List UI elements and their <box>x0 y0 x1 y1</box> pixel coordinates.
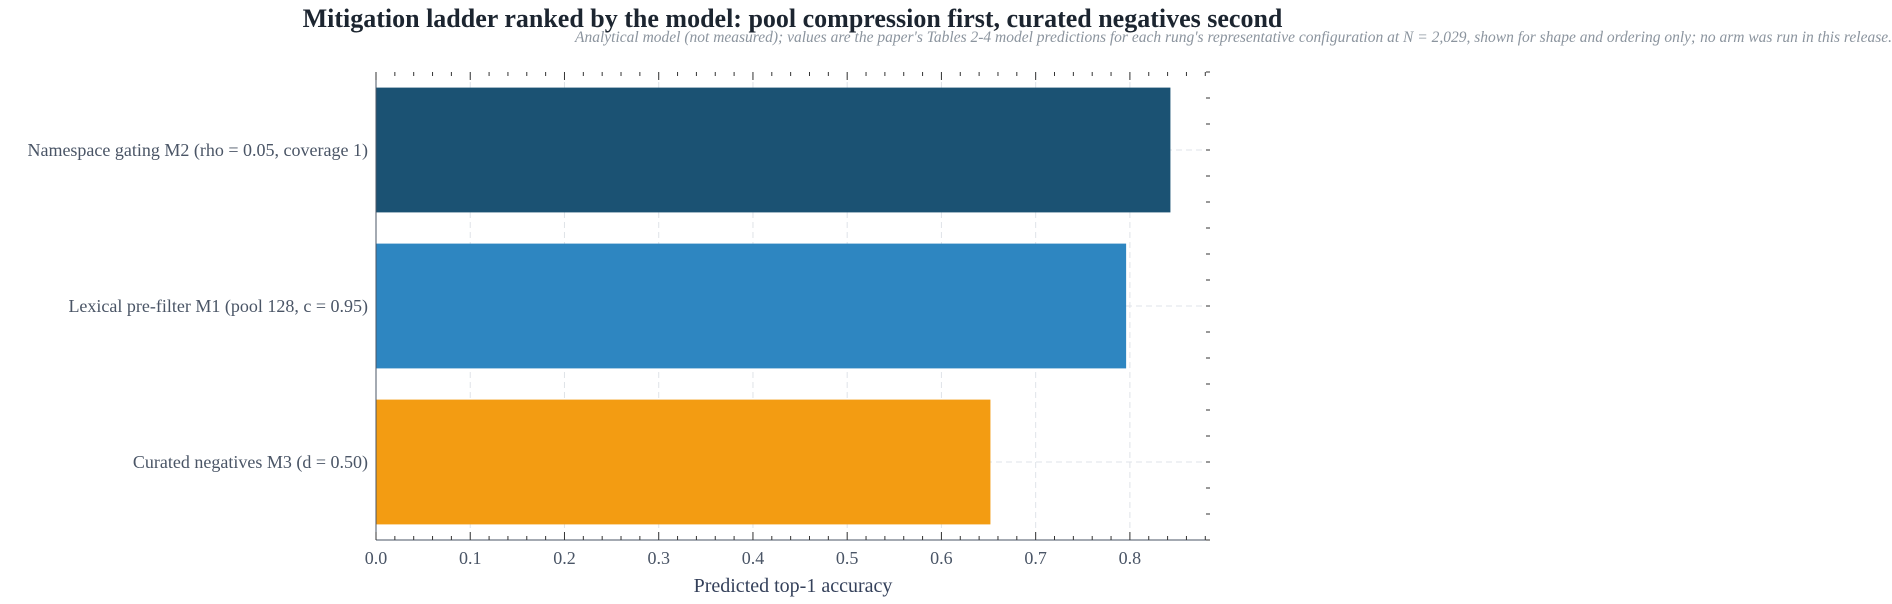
x-tick-label-4: 0.4 <box>742 548 765 568</box>
labels: 0.0 0.1 0.2 0.3 0.4 0.5 0.6 0.7 0.8 Namespace gat… <box>27 140 1141 568</box>
bar-2 <box>376 243 1127 369</box>
category-label-2: Lexical pre-filter M1 (pool 128, c = 0.9… <box>68 296 368 317</box>
category-label-1: Namespace gating M2 (rho = 0.05, coverag… <box>27 140 368 161</box>
x-tick-label-2: 0.2 <box>553 548 576 568</box>
x-tick-label-1: 0.1 <box>459 548 482 568</box>
axes <box>375 71 1210 541</box>
x-tick-label-3: 0.3 <box>647 548 670 568</box>
x-tick-label-5: 0.5 <box>836 548 859 568</box>
x-tick-label-0: 0.0 <box>365 548 388 568</box>
x-tick-label-6: 0.6 <box>930 548 953 568</box>
bar-1 <box>376 87 1171 213</box>
category-label-3: Curated negatives M3 (d = 0.50) <box>133 452 368 473</box>
bars <box>376 87 1171 525</box>
x-axis-title: Predicted top-1 accuracy <box>694 575 893 597</box>
x-tick-label-7: 0.7 <box>1024 548 1047 568</box>
x-tick-label-8: 0.8 <box>1119 548 1142 568</box>
chart-title: Mitigation ladder ranked by the model: p… <box>302 4 1283 33</box>
chart-subtitle: Analytical model (not measured); values … <box>575 29 1892 46</box>
bar-3 <box>376 399 991 525</box>
